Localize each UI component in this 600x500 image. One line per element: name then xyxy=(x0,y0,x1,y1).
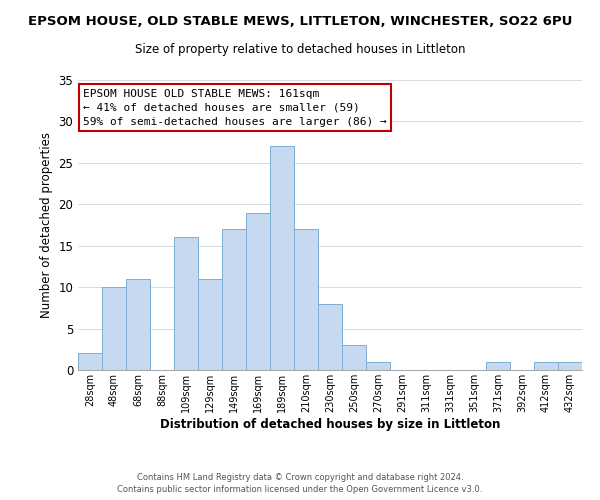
Bar xyxy=(126,279,150,370)
Bar xyxy=(222,229,246,370)
Bar xyxy=(318,304,342,370)
Bar xyxy=(102,287,126,370)
Bar xyxy=(366,362,390,370)
Text: Contains HM Land Registry data © Crown copyright and database right 2024.: Contains HM Land Registry data © Crown c… xyxy=(137,472,463,482)
Bar xyxy=(174,238,198,370)
Bar xyxy=(198,279,222,370)
Bar xyxy=(270,146,294,370)
Bar xyxy=(342,345,366,370)
Text: EPSOM HOUSE OLD STABLE MEWS: 161sqm
← 41% of detached houses are smaller (59)
59: EPSOM HOUSE OLD STABLE MEWS: 161sqm ← 41… xyxy=(83,88,387,126)
Bar xyxy=(534,362,558,370)
Text: Contains public sector information licensed under the Open Government Licence v3: Contains public sector information licen… xyxy=(118,485,482,494)
Bar xyxy=(558,362,582,370)
Bar xyxy=(486,362,510,370)
Bar xyxy=(294,229,318,370)
Bar xyxy=(78,354,102,370)
Text: EPSOM HOUSE, OLD STABLE MEWS, LITTLETON, WINCHESTER, SO22 6PU: EPSOM HOUSE, OLD STABLE MEWS, LITTLETON,… xyxy=(28,15,572,28)
X-axis label: Distribution of detached houses by size in Littleton: Distribution of detached houses by size … xyxy=(160,418,500,430)
Bar xyxy=(246,212,270,370)
Text: Size of property relative to detached houses in Littleton: Size of property relative to detached ho… xyxy=(135,42,465,56)
Y-axis label: Number of detached properties: Number of detached properties xyxy=(40,132,53,318)
